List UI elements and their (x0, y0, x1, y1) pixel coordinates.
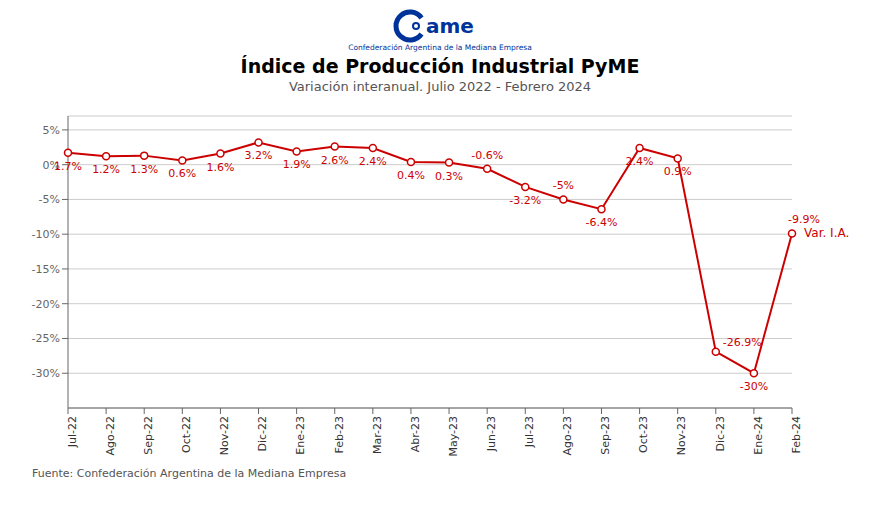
svg-text:0%: 0% (42, 158, 60, 172)
svg-text:5%: 5% (43, 124, 60, 137)
svg-text:-10%: -10% (32, 228, 60, 241)
svg-text:Confederación Argentina de la: Confederación Argentina de la Mediana Em… (348, 43, 532, 52)
svg-text:Feb-23: Feb-23 (333, 416, 346, 453)
svg-text:-30%: -30% (32, 367, 60, 380)
svg-text:Nov-23: Nov-23 (675, 416, 688, 455)
svg-text:1.3%: 1.3% (130, 163, 158, 176)
svg-text:Abr-23: Abr-23 (409, 416, 422, 452)
svg-text:-3.2%: -3.2% (509, 194, 541, 207)
svg-text:-0.6%: -0.6% (471, 149, 503, 162)
svg-text:0.3%: 0.3% (435, 170, 463, 183)
svg-text:Jul-22: Jul-22 (66, 416, 79, 448)
svg-text:Oct-22: Oct-22 (180, 416, 193, 453)
svg-text:2.4%: 2.4% (626, 155, 654, 168)
html-text:Variación interanual. Julio 20: Variación interanual. Julio 2022 - Febre… (288, 79, 592, 94)
svg-text:1.7%: 1.7% (54, 160, 82, 173)
svg-text:Jul-23: Jul-23 (523, 416, 536, 448)
svg-text:-26.9%: -26.9% (723, 336, 762, 349)
svg-text:Mar-23: Mar-23 (371, 416, 384, 454)
svg-text:-5%: -5% (553, 179, 574, 192)
svg-text:Var. I.A.: Var. I.A. (804, 226, 849, 240)
svg-text:Ago-23: Ago-23 (561, 416, 574, 455)
svg-text:0.6%: 0.6% (168, 167, 196, 180)
html-text:Fuente: Confederación Argentin: Fuente: Confederación Argentina de la Me… (32, 467, 347, 480)
svg-text:May-23: May-23 (447, 416, 460, 457)
svg-text:ame: ame (426, 14, 474, 38)
html-text:Índice de Producción Industria: Índice de Producción Industrial PyME (240, 55, 640, 77)
svg-text:Oct-23: Oct-23 (637, 416, 650, 453)
svg-text:Jun-23: Jun-23 (485, 416, 498, 452)
svg-text:3.2%: 3.2% (245, 149, 273, 162)
svg-text:Sep-23: Sep-23 (599, 416, 612, 455)
svg-text:Sep-22: Sep-22 (142, 416, 155, 455)
svg-text:-20%: -20% (32, 298, 60, 311)
svg-text:Dic-23: Dic-23 (714, 416, 727, 452)
svg-text:-9.9%: -9.9% (788, 213, 820, 226)
svg-text:1.6%: 1.6% (206, 161, 234, 174)
svg-text:Dic-22: Dic-22 (256, 416, 269, 452)
svg-text:Feb-24: Feb-24 (790, 416, 803, 453)
svg-text:-6.4%: -6.4% (586, 216, 618, 229)
svg-text:-30%: -30% (740, 380, 768, 393)
svg-text:1.2%: 1.2% (92, 163, 120, 176)
svg-text:Ene-23: Ene-23 (294, 416, 307, 455)
svg-text:-15%: -15% (32, 263, 60, 276)
svg-text:Ene-24: Ene-24 (752, 416, 765, 455)
svg-text:0.4%: 0.4% (397, 169, 425, 182)
svg-text:-5%: -5% (39, 193, 60, 206)
svg-text:2.4%: 2.4% (359, 155, 387, 168)
svg-text:Ago-22: Ago-22 (104, 416, 117, 455)
svg-text:1.9%: 1.9% (283, 158, 311, 171)
svg-text:Nov-22: Nov-22 (218, 416, 231, 455)
svg-text:0.9%: 0.9% (664, 165, 692, 178)
svg-text:2.6%: 2.6% (321, 154, 349, 167)
svg-text:-25%: -25% (32, 332, 60, 345)
